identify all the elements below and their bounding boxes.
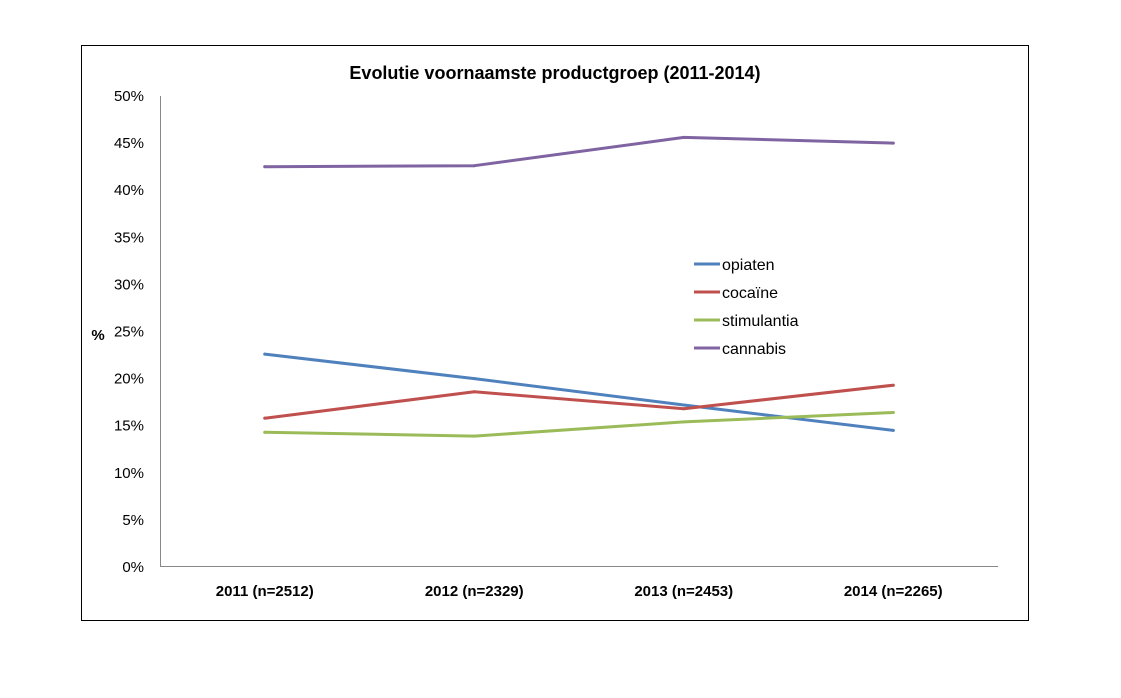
y-tick-label: 25%: [114, 324, 144, 341]
x-tick-label: 2013 (n=2453): [634, 583, 733, 600]
y-tick-label: 20%: [114, 371, 144, 388]
series-line-cocaïne: [263, 383, 895, 420]
x-tick-label: 2011 (n=2512): [216, 583, 314, 600]
data-point: [891, 383, 895, 387]
y-tick-label: 5%: [122, 512, 144, 529]
y-tick-label: 0%: [122, 559, 144, 576]
data-point: [263, 430, 267, 434]
data-point: [472, 377, 476, 381]
data-point: [682, 403, 686, 407]
x-ticks: 2011 (n=2512) 2012 (n=2329) 2013 (n=2453) 2…: [216, 583, 943, 600]
y-tick-label: 40%: [114, 182, 144, 199]
y-tick-label: 45%: [114, 135, 144, 152]
legend-entry-label: opiaten: [722, 257, 775, 274]
y-tick-label: 35%: [114, 229, 144, 246]
y-tick-label: 10%: [114, 465, 144, 482]
data-point: [263, 165, 267, 169]
data-point: [682, 407, 686, 411]
y-tick-label: 30%: [114, 276, 144, 293]
data-point: [263, 416, 267, 420]
data-point: [682, 420, 686, 424]
data-point: [891, 428, 895, 432]
y-ticks: 0% 5% 10% 15% 20% 25% 30% 35% 40% 45% 50%: [114, 88, 144, 576]
chart-frame: [81, 45, 1029, 621]
data-point: [472, 434, 476, 438]
series-lines: [263, 135, 895, 438]
series-line-cannabis: [263, 135, 895, 169]
data-point: [682, 135, 686, 139]
chart-title: Evolutie voornaamste productgroep (2011-…: [349, 63, 760, 83]
y-tick-label: 50%: [114, 88, 144, 105]
legend: opiaten cocaïne stimulantia cannabis: [694, 257, 799, 358]
data-point: [472, 390, 476, 394]
x-tick-label: 2014 (n=2265): [844, 583, 943, 600]
series-line-stimulantia: [263, 411, 895, 438]
legend-entry-label: stimulantia: [722, 313, 799, 330]
y-axis-label: %: [91, 327, 104, 344]
legend-entry-label: cannabis: [722, 341, 786, 358]
data-point: [891, 411, 895, 415]
data-point: [891, 141, 895, 145]
data-point: [472, 164, 476, 168]
y-tick-label: 15%: [114, 418, 144, 435]
data-point: [263, 352, 267, 356]
x-tick-label: 2012 (n=2329): [425, 583, 524, 600]
legend-entry-label: cocaïne: [722, 285, 778, 302]
